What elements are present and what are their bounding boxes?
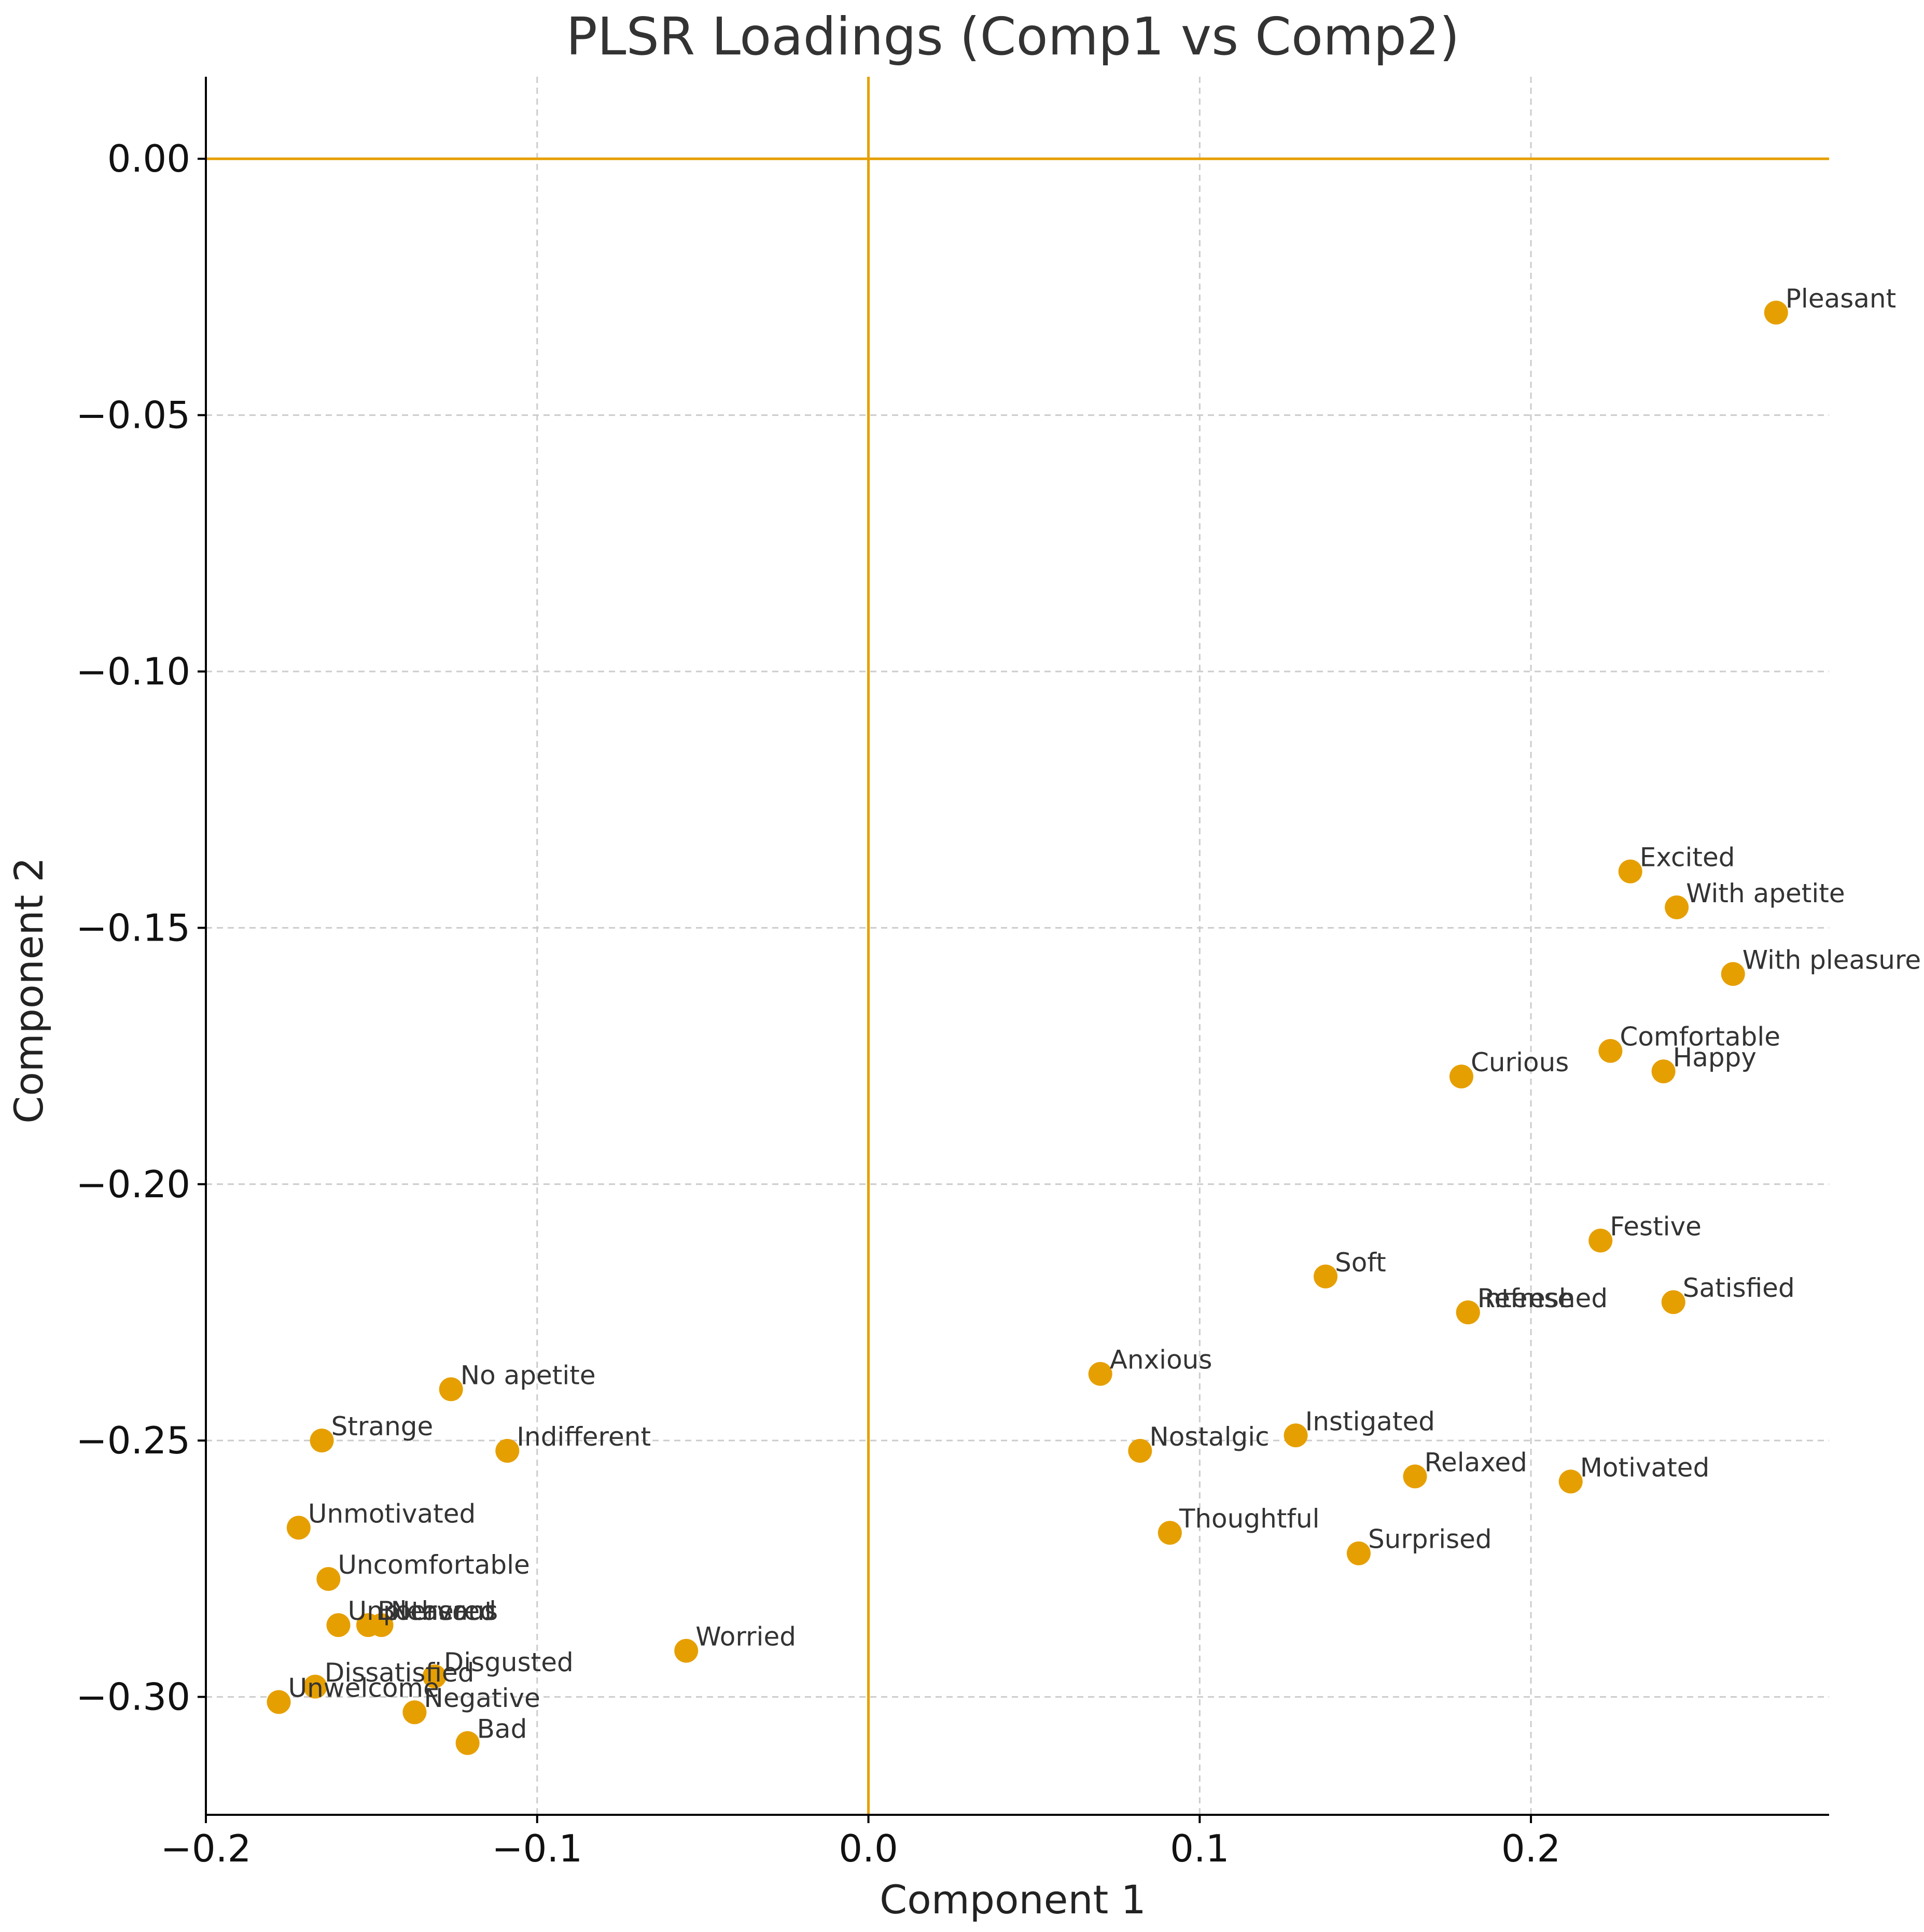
point-label-31: Negative [424,1683,540,1713]
point-label-8: Soft [1335,1248,1386,1278]
data-point-29 [303,1674,327,1699]
data-point-14 [1284,1423,1308,1448]
x-axis-label: Component 1 [880,1877,1146,1923]
data-point-0 [1764,300,1788,325]
point-label-12: Anxious [1110,1345,1212,1375]
data-point-6 [1449,1065,1473,1089]
data-point-19 [439,1377,463,1402]
data-point-24 [326,1613,351,1637]
point-label-10: Intense [1477,1283,1573,1313]
chart-title: PLSR Loadings (Comp1 vs Comp2) [566,6,1459,67]
data-point-18 [1346,1541,1371,1565]
y-tick-label-3: −0.15 [76,906,190,949]
y-tick-label-1: −0.05 [76,394,190,437]
data-point-32 [455,1731,480,1755]
point-label-14: Instigated [1305,1406,1435,1436]
y-axis-label: Component 2 [6,857,52,1124]
y-tick-label-4: −0.20 [76,1163,190,1206]
data-point-28 [422,1664,447,1689]
data-point-15 [1403,1464,1427,1489]
data-point-11 [1661,1290,1685,1314]
x-tick-label-2: 0.0 [839,1827,898,1870]
point-label-2: With apetite [1686,878,1845,908]
point-label-22: Unmotivated [308,1499,476,1529]
data-point-16 [1558,1469,1583,1494]
point-label-21: Indifferent [517,1422,651,1452]
data-point-21 [495,1438,520,1463]
point-label-9: Refreshed [1477,1283,1608,1313]
x-tick-label-1: −0.1 [492,1827,582,1870]
point-label-29: Dissatisfied [325,1658,475,1688]
point-label-4: Comfortable [1620,1022,1780,1052]
point-label-19: No apetite [461,1360,596,1390]
point-label-6: Curious [1471,1047,1569,1077]
point-label-11: Satisfied [1683,1273,1795,1303]
x-tick-label-4: 0.2 [1501,1827,1561,1870]
data-point-12 [1088,1362,1112,1386]
data-point-17 [1158,1521,1182,1545]
y-tick-label-0: 0.00 [107,137,190,180]
point-label-30: Unwelcome [288,1673,439,1703]
point-label-25: Bothered [378,1596,496,1626]
point-label-23: Uncomfortable [338,1550,529,1580]
y-tick-label-2: −0.10 [76,650,190,693]
point-label-1: Excited [1640,843,1735,873]
data-point-7 [1588,1228,1613,1253]
data-point-27 [674,1639,699,1663]
point-label-0: Pleasant [1786,284,1896,314]
data-points [267,300,1788,1755]
point-label-7: Festive [1610,1212,1702,1242]
point-label-3: With pleasure [1742,945,1921,975]
data-point-3 [1721,962,1745,986]
data-point-23 [316,1567,341,1591]
point-label-16: Motivated [1580,1452,1710,1482]
point-label-20: Strange [331,1411,434,1441]
point-label-26: Nervous [391,1596,498,1626]
point-label-15: Relaxed [1425,1447,1527,1477]
point-label-17: Thoughtful [1179,1504,1320,1534]
x-tick-label-3: 0.1 [1170,1827,1230,1870]
data-point-20 [310,1429,334,1453]
data-point-31 [402,1700,427,1725]
y-tick-label-5: −0.25 [76,1419,190,1462]
data-point-4 [1598,1039,1623,1063]
data-point-26 [369,1613,394,1637]
point-label-5: Happy [1673,1042,1756,1072]
data-point-22 [286,1516,311,1540]
data-point-8 [1314,1264,1338,1289]
data-point-30 [267,1690,291,1714]
data-point-1 [1618,859,1642,884]
reference-lines [206,77,1829,1815]
data-point-10 [1456,1300,1480,1324]
data-point-2 [1665,895,1689,919]
point-label-32: Bad [477,1714,527,1744]
data-point-5 [1651,1059,1676,1084]
point-label-13: Nostalgic [1149,1422,1269,1452]
x-tick-label-0: −0.2 [161,1827,252,1870]
axes: −0.2 −0.1 0.0 0.1 0.2 0.00 −0.05 −0.10 −0.15 −0.2… [76,77,1829,1870]
data-point-13 [1128,1438,1152,1463]
y-tick-label-6: −0.30 [76,1675,190,1719]
point-label-27: Worried [695,1622,796,1652]
point-label-28: Disgusted [444,1647,574,1677]
point-label-24: Unpleasant [348,1596,495,1626]
point-label-18: Surprised [1368,1524,1492,1555]
point-labels: Pleasant Excited With apetite With pleasure… [288,284,1921,1744]
